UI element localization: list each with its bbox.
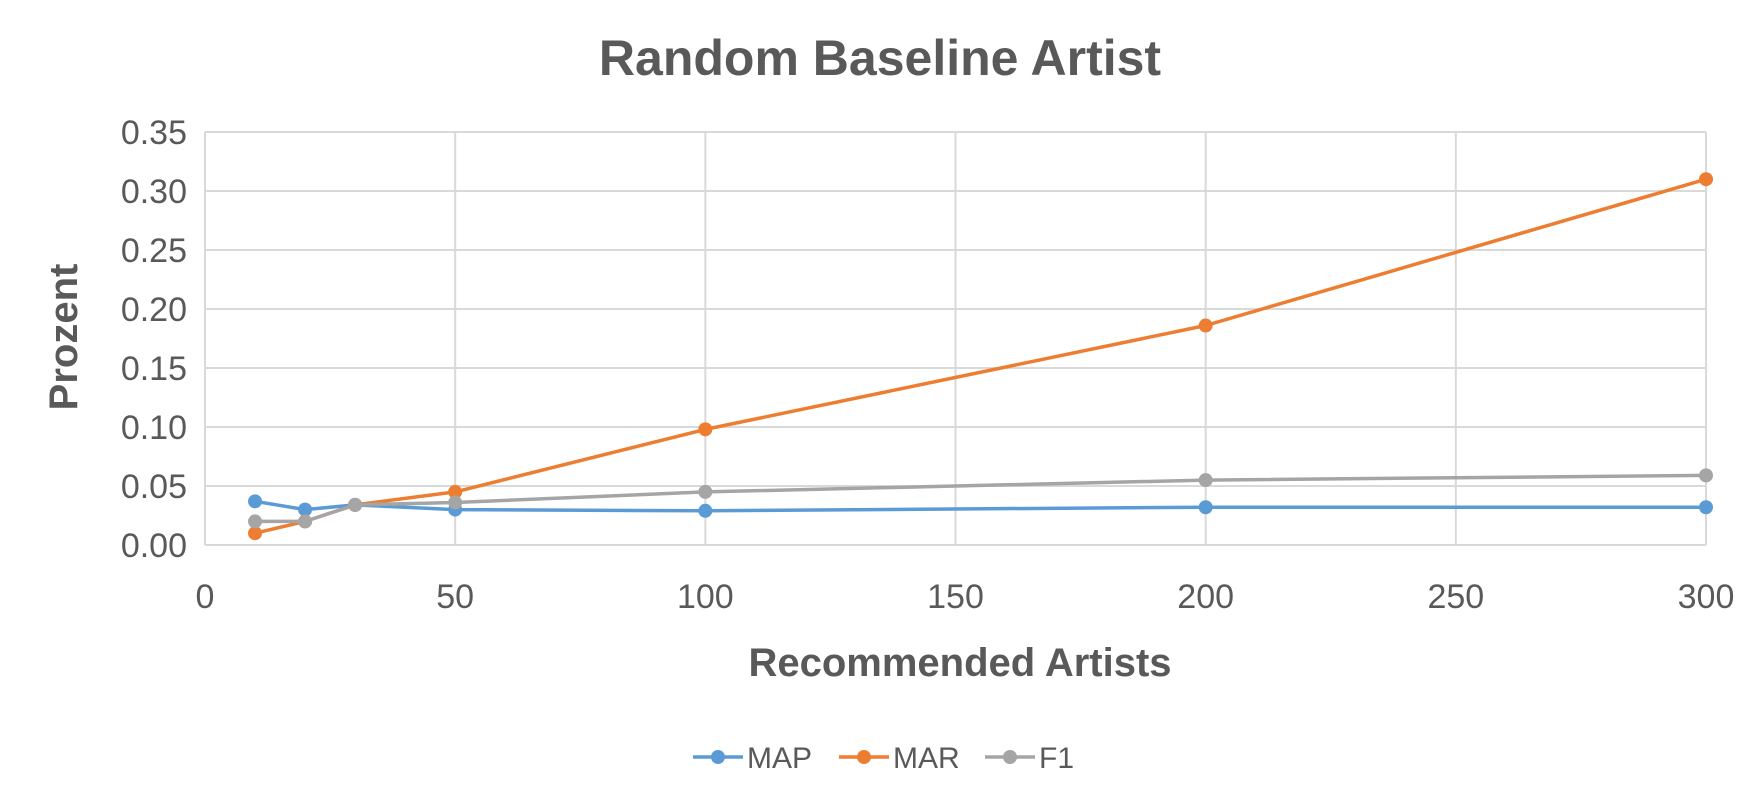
x-axis-title: Recommended Artists [748,641,1171,685]
data-point-map [1198,500,1213,515]
data-point-mar [448,484,463,499]
y-tick-label: 0.15 [121,350,187,388]
legend-swatch-marker [711,750,725,764]
y-tick-label: 0.30 [121,173,187,211]
legend-item-map[interactable]: MAP [693,742,812,775]
gridlines [204,131,1707,546]
data-point-mar [1198,318,1213,333]
legend-swatch-marker [857,750,871,764]
legend-item-f1[interactable]: F1 [985,742,1074,775]
x-tick-label: 0 [196,578,215,616]
data-point-f1 [248,514,263,529]
y-tick-label: 0.35 [121,114,187,152]
series-line-f1 [255,473,1707,524]
series-group [248,172,1713,541]
data-point-mar [698,422,713,437]
y-axis-ticks: 0.00 0.05 0.10 0.15 0.20 0.25 0.30 0.35 [121,114,187,565]
data-point-f1 [448,495,463,510]
y-tick-label: 0.00 [121,527,187,565]
data-point-f1 [1198,473,1213,488]
data-point-mar [1699,172,1713,187]
y-tick-label: 0.05 [121,468,187,506]
data-point-map [248,494,263,509]
data-point-f1 [698,484,713,499]
x-tick-label: 300 [1678,578,1735,616]
data-point-map [298,502,313,517]
legend-label: MAP [747,742,812,775]
legend-label: F1 [1039,742,1074,775]
series-map [248,494,1713,518]
legend[interactable]: MAP MAR F1 [693,742,1074,775]
data-point-map [1699,500,1713,515]
data-point-map [698,503,713,518]
chart-title: Random Baseline Artist [599,30,1162,86]
x-tick-label: 250 [1427,578,1484,616]
legend-swatch-marker [1003,750,1017,764]
x-axis-ticks: 0 50 100 150 200 250 300 [196,578,1735,616]
x-tick-label: 50 [436,578,474,616]
y-tick-label: 0.25 [121,232,187,270]
data-point-mar [248,526,263,541]
legend-item-mar[interactable]: MAR [839,742,960,775]
x-tick-label: 150 [927,578,984,616]
y-tick-label: 0.20 [121,291,187,329]
data-point-f1 [348,497,363,512]
data-point-f1 [1699,468,1713,483]
y-axis-title: Prozent [42,264,86,411]
data-point-f1 [298,514,313,529]
x-tick-label: 100 [677,578,734,616]
series-line-mar [254,177,1707,535]
y-tick-label: 0.10 [121,409,187,447]
legend-label: MAR [893,742,960,775]
series-f1 [248,468,1713,529]
x-tick-label: 200 [1177,578,1234,616]
